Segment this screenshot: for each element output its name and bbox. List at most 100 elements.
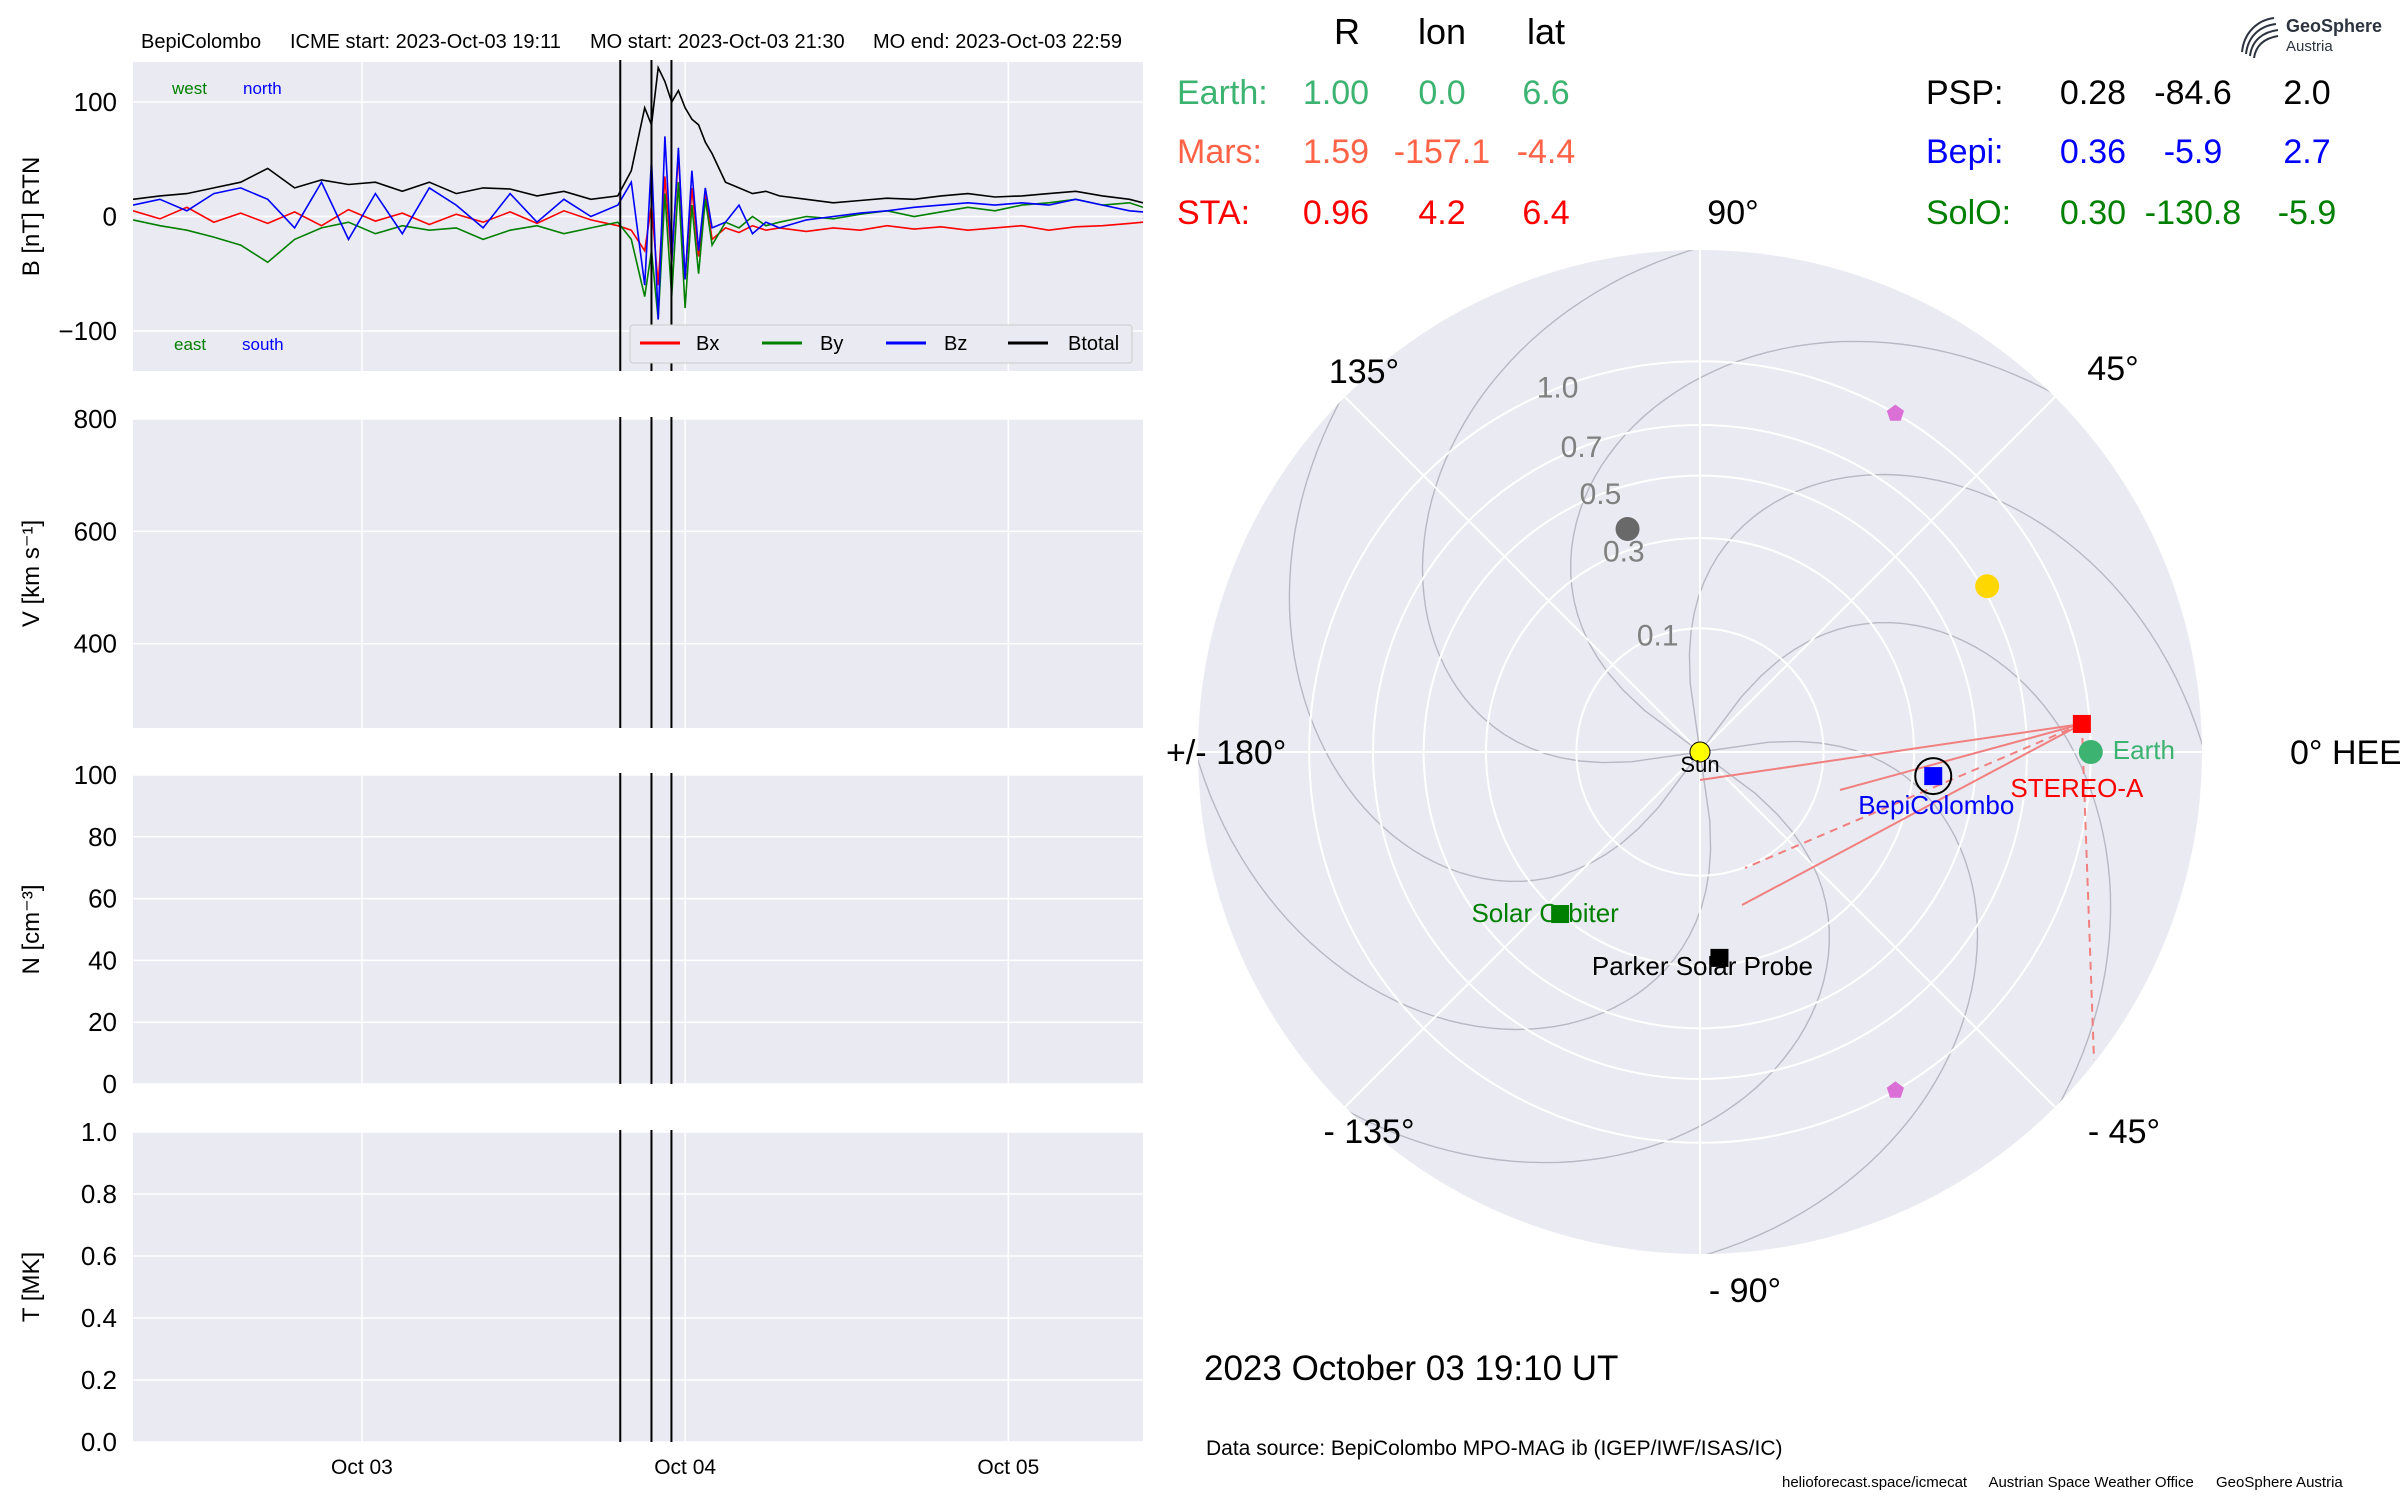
- series-line-bz: [133, 136, 1143, 320]
- body-label-parker-solar-probe: Parker Solar Probe: [1592, 951, 1813, 981]
- table-header-lat: lat: [1527, 11, 1565, 52]
- legend-bx-label: Bx: [696, 333, 719, 355]
- table-row-name: PSP:: [1926, 74, 2003, 112]
- table-row-r: 0.96: [1303, 194, 1369, 232]
- y-tick-label: 800: [74, 404, 117, 434]
- body-label-bepicolombo: BepiColombo: [1858, 790, 2014, 820]
- annotation-east: east: [174, 335, 206, 354]
- geosphere-logo-icon: [2241, 17, 2279, 59]
- legend-by-label: By: [820, 333, 843, 355]
- parker-spiral-line: [1571, 740, 1979, 1254]
- radial-tick-label: 0.1: [1637, 619, 1679, 652]
- annotation-north: north: [243, 79, 282, 98]
- logo-name: GeoSphere: [2286, 16, 2383, 36]
- table-row-lon: -157.1: [1394, 133, 1490, 171]
- header-icme-start: ICME start: 2023-Oct-03 19:11: [290, 31, 561, 53]
- body-label-earth: Earth: [2113, 735, 2175, 765]
- y-tick-label: 20: [88, 1007, 117, 1037]
- footer-office: Austrian Space Weather Office: [1988, 1474, 2194, 1491]
- y-tick-label: 100: [74, 760, 117, 790]
- header-mo-start: MO start: 2023-Oct-03 21:30: [590, 31, 845, 53]
- body-marker-bepicolombo: [1924, 767, 1943, 786]
- y-tick-label: 0.0: [81, 1427, 117, 1457]
- polar-position-plot: 0.1 0.3 0.5 0.7 1.0 0° HEEQ 45° 90° 135° +/- 180°…: [1166, 194, 2400, 1310]
- radial-tick-label: 0.5: [1580, 478, 1622, 511]
- table-header-lon: lon: [1418, 11, 1466, 52]
- body-marker-l5: [1886, 1081, 1904, 1098]
- body-marker-l4: [1886, 404, 1904, 421]
- angle-label: - 45°: [2088, 1113, 2160, 1151]
- table-row-lat: -4.4: [1517, 133, 1576, 171]
- angle-label: 0° HEEQ: [2290, 734, 2400, 772]
- body-label-stereo-a: STEREO-A: [2010, 773, 2144, 803]
- table-row-lat: 6.4: [1522, 194, 1569, 232]
- y-axis-label: N [cm⁻³]: [18, 885, 45, 975]
- body-marker-earth: [2078, 740, 2103, 764]
- body-marker-mercury: [1615, 516, 1640, 541]
- table-row-name: STA:: [1177, 194, 1250, 232]
- b-legend-box: [629, 324, 1133, 364]
- y-tick-label: −100: [58, 316, 117, 346]
- y-tick-label: 1.0: [81, 1117, 117, 1147]
- y-tick-label: 0: [103, 1069, 117, 1099]
- positions-table: R lon lat Earth: 1.00 0.0 6.6 Mars: 1.59 -157.…: [1177, 11, 2336, 232]
- y-tick-label: 600: [74, 516, 117, 546]
- angle-label: 90°: [1707, 194, 1758, 232]
- table-row-r: 1.00: [1303, 74, 1369, 112]
- panel-temperature: 1.0 0.8 0.6 0.4 0.2 0.0 Oct 03 Oct 04 Oct 05 T [M…: [18, 1117, 1143, 1479]
- parker-spiral-line: [1198, 623, 1712, 1031]
- footer-credits: helioforecast.space/icmecat Austrian Spa…: [1782, 1474, 2361, 1491]
- parker-spirals: [1198, 250, 2202, 1254]
- panel-speed: 800 600 400 V [km s⁻¹]: [18, 404, 1143, 728]
- annotation-west: west: [171, 79, 207, 98]
- angular-gridline: [1344, 396, 1701, 753]
- field-line-connectors: [1699, 722, 2095, 1061]
- annotation-south: south: [242, 335, 284, 354]
- table-row-name: Bepi:: [1926, 133, 2004, 171]
- x-tick-label: Oct 03: [331, 1456, 393, 1479]
- header-mo-end: MO end: 2023-Oct-03 22:59: [873, 31, 1122, 53]
- table-row-lon: -130.8: [2145, 194, 2241, 232]
- data-source-note: Data source: BepiColombo MPO-MAG ib (IGE…: [1206, 1437, 1783, 1460]
- table-row-lat: 2.7: [2283, 133, 2330, 171]
- angular-gridline: [1344, 751, 1701, 1108]
- body-marker-stereo-a: [2072, 714, 2091, 733]
- y-tick-label: 100: [74, 87, 117, 117]
- table-row-lat: 2.0: [2283, 74, 2330, 112]
- angle-label: +/- 180°: [1166, 734, 1286, 772]
- angle-label: - 135°: [1323, 1113, 1414, 1151]
- y-tick-label: 40: [88, 945, 117, 975]
- parker-spiral-line: [1238, 751, 1830, 1164]
- field-line-connector: [2080, 723, 2095, 1061]
- body-marker-solar-orbiter: [1551, 905, 1570, 924]
- body-label-solar-orbiter: Solar Orbiter: [1471, 898, 1619, 928]
- radial-tick-label: 0.3: [1603, 536, 1645, 569]
- b-legend: Bx By Bz Btotal: [629, 324, 1133, 364]
- legend-btotal-label: Btotal: [1068, 333, 1119, 355]
- body-marker-venus: [1975, 574, 2000, 599]
- y-tick-label: 400: [74, 629, 117, 659]
- y-tick-label: 0.2: [81, 1365, 117, 1395]
- table-row-name: Earth:: [1177, 74, 1268, 112]
- angle-label: 45°: [2087, 350, 2138, 388]
- table-row-lon: 0.0: [1418, 74, 1465, 112]
- y-tick-label: 0.4: [81, 1303, 117, 1333]
- logo-subtitle: Austria: [2286, 38, 2333, 55]
- geosphere-logo: GeoSphere Austria: [2236, 12, 2386, 62]
- table-row-r: 0.30: [2060, 194, 2126, 232]
- x-tick-label: Oct 04: [654, 1456, 716, 1479]
- parker-spiral-line: [1288, 290, 1701, 882]
- y-tick-label: 0.6: [81, 1241, 117, 1271]
- table-rows: Earth: 1.00 0.0 6.6 Mars: 1.59 -157.1 -4.4 STA: 0…: [1177, 74, 2336, 232]
- y-axis-label: T [MK]: [18, 1252, 45, 1322]
- table-row-r: 1.59: [1303, 133, 1369, 171]
- table-row-name: Mars:: [1177, 133, 1262, 171]
- table-row-lat: 6.6: [1522, 74, 1569, 112]
- table-row-r: 0.28: [2060, 74, 2126, 112]
- angle-label: 135°: [1329, 353, 1399, 391]
- angular-gridline: [1699, 751, 2056, 1108]
- table-row-lon: -84.6: [2154, 74, 2232, 112]
- bepi-highlight-ring: [1914, 757, 1953, 796]
- series-line-btotal: [133, 64, 1143, 204]
